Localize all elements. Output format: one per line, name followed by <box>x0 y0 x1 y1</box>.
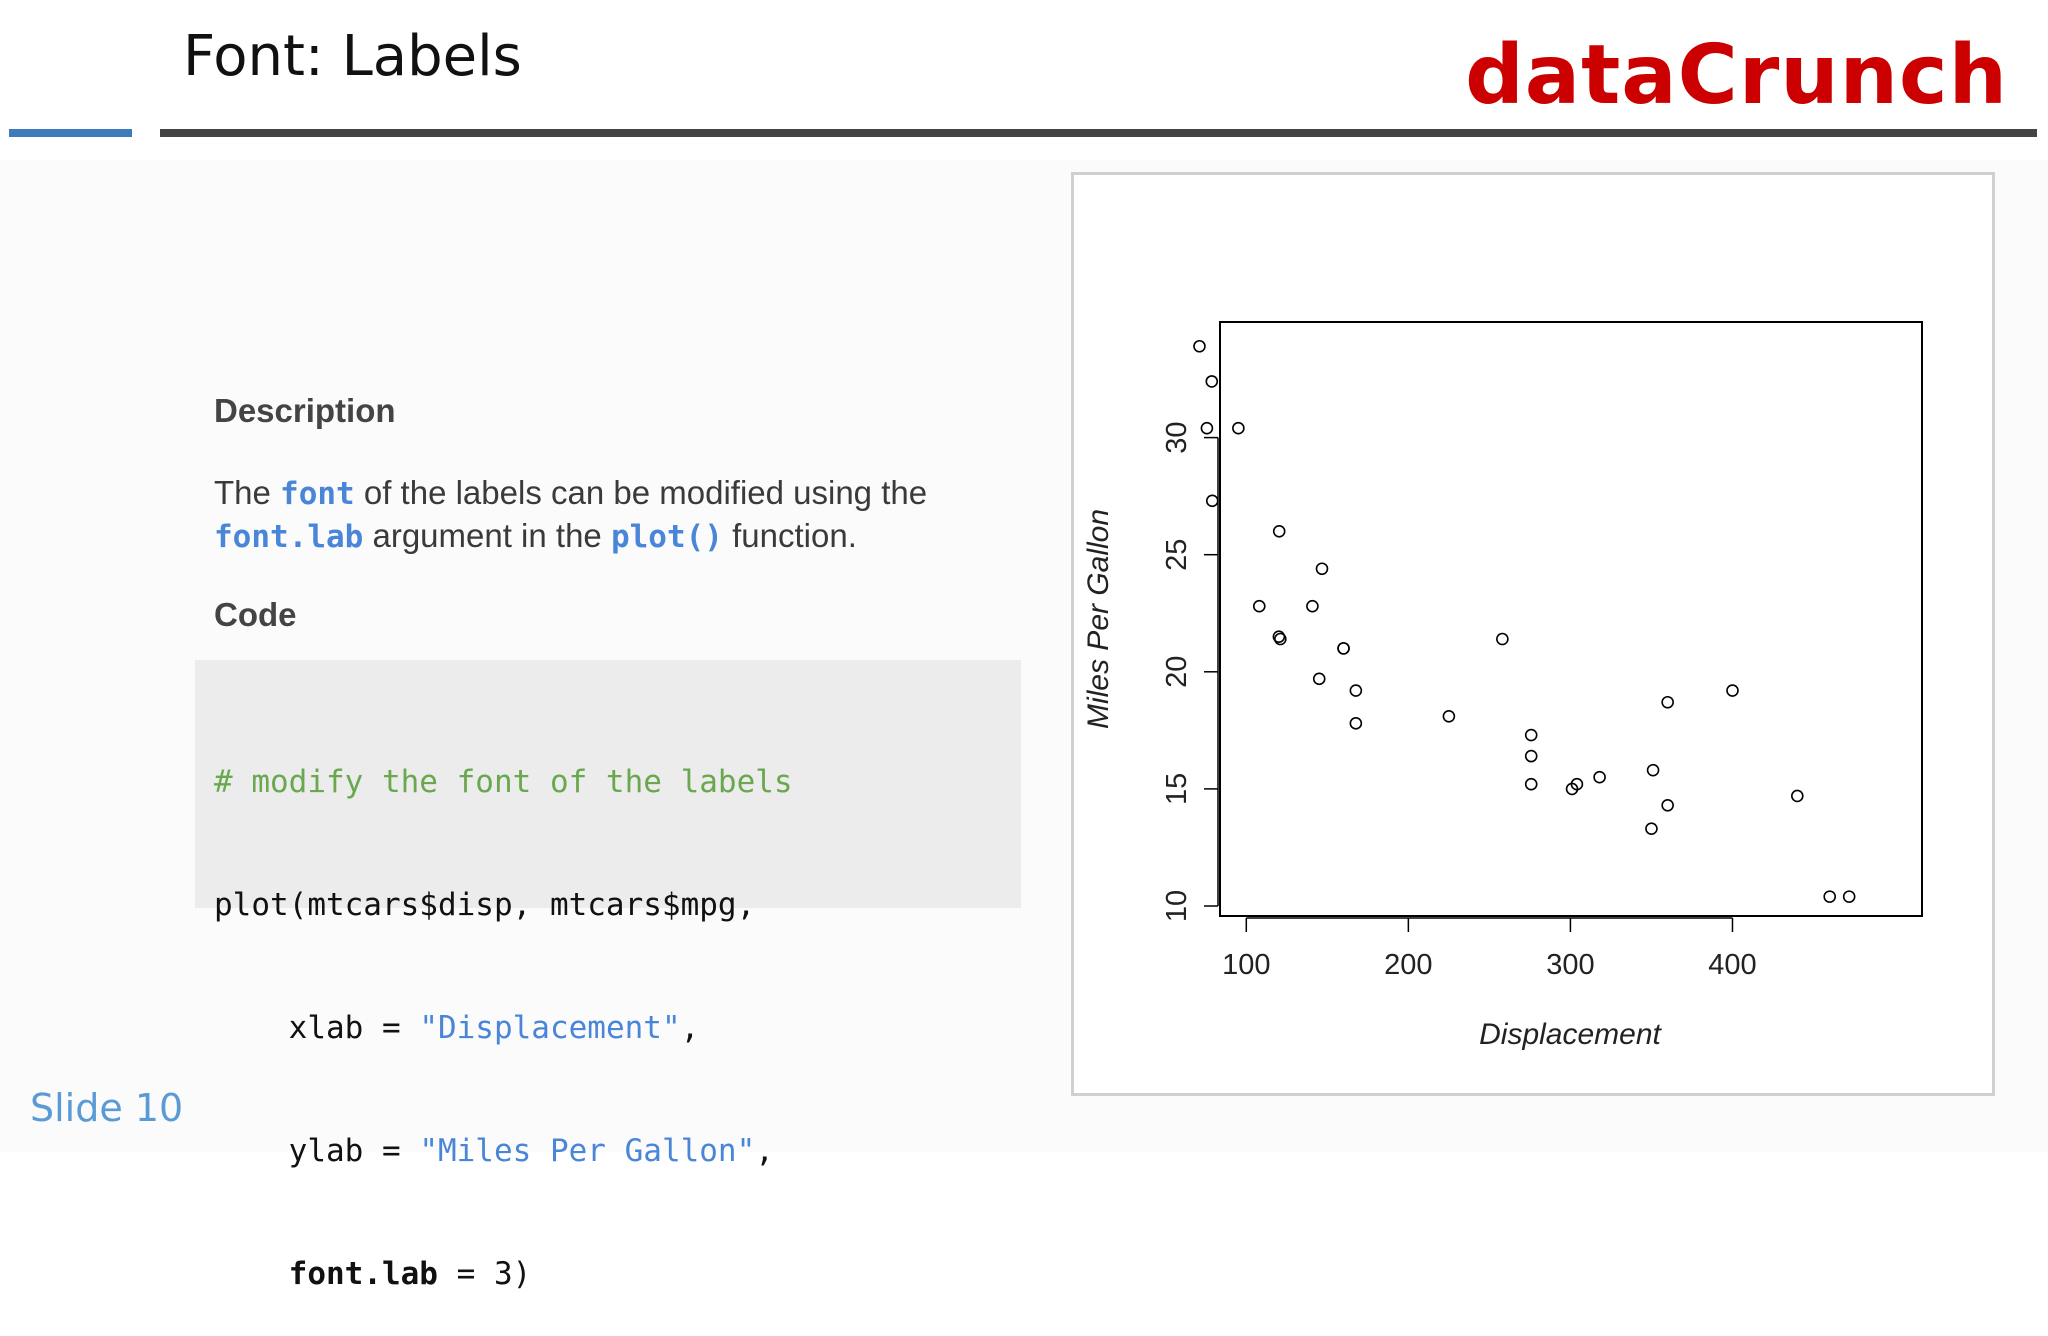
code-text: plot(mtcars$disp, mtcars$mpg, <box>214 887 756 923</box>
data-point <box>1274 632 1287 646</box>
data-point <box>1205 494 1219 508</box>
data-point <box>1593 770 1606 784</box>
slide-title: Font: Labels <box>183 24 522 89</box>
data-point <box>1823 890 1837 903</box>
description-text-part: function. <box>722 517 857 554</box>
description-text-part: The <box>214 474 281 511</box>
description-text: The font of the labels can be modified u… <box>214 472 1014 558</box>
code-text: , <box>755 1133 774 1169</box>
keyword-font-lab: font.lab <box>214 519 364 555</box>
code-line-2: plot(mtcars$disp, mtcars$mpg, <box>214 885 793 926</box>
code-text <box>214 1256 289 1292</box>
y-axis-title: Miles Per Gallon <box>1082 509 1115 729</box>
y-tick-label: 10 <box>1161 890 1193 922</box>
code-line-5: font.lab = 3) <box>214 1254 793 1295</box>
data-point <box>1312 672 1326 686</box>
x-axis-title: Displacement <box>1479 1018 1662 1051</box>
header-rule <box>160 129 2037 137</box>
y-tick-label: 30 <box>1161 421 1193 453</box>
data-point <box>1842 890 1856 903</box>
chart-frame: 100 200 300 400 10 15 20 25 30 Displacement Miles … <box>1071 172 1995 1096</box>
data-point <box>1272 630 1286 643</box>
slide-number: Slide 10 <box>30 1086 184 1130</box>
data-point <box>1315 562 1329 576</box>
x-tick-label: 300 <box>1546 949 1594 981</box>
code-string: "Miles Per Gallon" <box>419 1133 756 1169</box>
data-point <box>1646 763 1660 777</box>
x-tick-label: 200 <box>1384 949 1432 981</box>
code-line-1: # modify the font of the labels <box>214 762 793 803</box>
code-text: ylab = <box>214 1133 420 1169</box>
data-point <box>1524 749 1538 763</box>
code-text: , <box>680 1010 700 1046</box>
code-bold: font.lab <box>288 1256 438 1292</box>
data-point <box>1232 421 1245 435</box>
x-tick-label: 400 <box>1708 949 1756 981</box>
data-point <box>1337 642 1350 655</box>
data-point <box>1565 782 1579 796</box>
code-heading: Code <box>214 596 297 633</box>
data-point <box>1661 798 1674 812</box>
data-point <box>1200 421 1214 435</box>
description-heading: Description <box>214 392 396 429</box>
description-text-part: of the labels can be modified using the <box>354 474 928 511</box>
code-comment: # modify the font of the labels <box>214 764 793 800</box>
data-point <box>1252 599 1266 613</box>
data-point <box>1272 524 1286 538</box>
code-line-3: xlab = "Displacement", <box>214 1008 793 1049</box>
data-point <box>1193 339 1206 353</box>
data-point <box>1645 822 1658 836</box>
data-point <box>1726 684 1739 697</box>
keyword-font: font <box>280 476 355 512</box>
description-text-part: argument in the <box>363 517 611 554</box>
y-tick-label: 20 <box>1161 656 1193 688</box>
datacrunch-logo: dataCrunch <box>1465 28 2008 123</box>
plot-box <box>1219 321 1923 917</box>
data-point <box>1205 375 1219 388</box>
data-point <box>1349 717 1363 730</box>
y-tick-label: 25 <box>1161 539 1193 571</box>
data-point <box>1524 728 1538 742</box>
x-tick-label: 100 <box>1222 949 1270 981</box>
header-rule-accent <box>9 129 132 137</box>
code-text: = 3) <box>437 1256 532 1292</box>
data-point <box>1349 684 1363 697</box>
code-string: "Displacement" <box>419 1010 681 1046</box>
code-text: xlab = <box>214 1010 420 1046</box>
data-point <box>1442 709 1456 723</box>
data-point <box>1791 789 1804 803</box>
data-point <box>1661 695 1674 709</box>
scatter-plot: 100 200 300 400 10 15 20 25 30 Displacement Miles … <box>1082 321 1923 1051</box>
data-point <box>1306 599 1319 613</box>
code-lines: # modify the font of the labels plot(mtc… <box>214 680 793 1336</box>
data-point <box>1524 777 1538 791</box>
data-point <box>1496 632 1509 646</box>
y-tick-label: 15 <box>1161 773 1193 805</box>
code-block <box>195 660 1021 908</box>
keyword-plot: plot() <box>610 519 723 555</box>
